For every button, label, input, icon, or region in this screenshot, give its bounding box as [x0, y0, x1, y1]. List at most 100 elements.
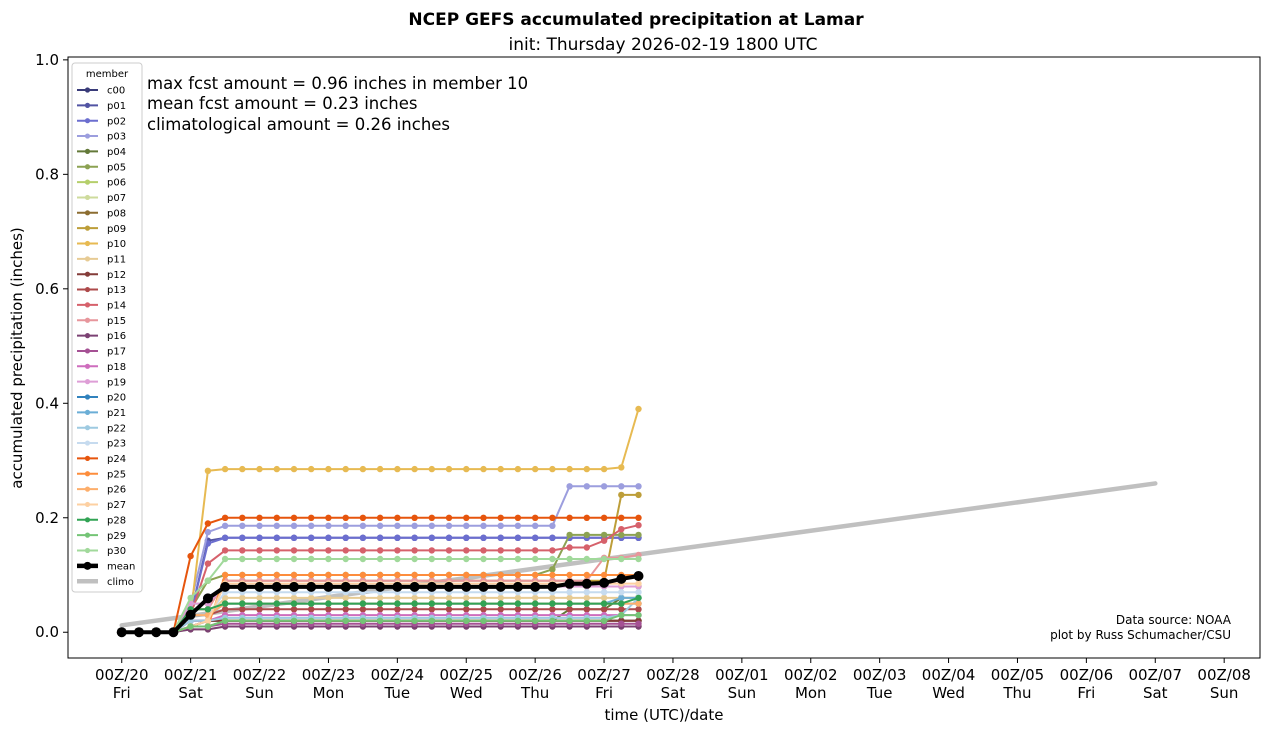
data-point-p25	[273, 571, 280, 579]
data-point-p30	[394, 555, 401, 563]
data-point-mean	[495, 581, 506, 592]
data-point-mean	[512, 581, 523, 592]
data-point-p28	[583, 600, 590, 607]
data-point-p25	[256, 571, 263, 579]
legend-entry-p08: p08	[77, 208, 126, 219]
legend-entry-p22: p22	[77, 423, 126, 434]
data-point-mean	[271, 581, 282, 592]
data-point-p02	[463, 534, 470, 541]
legend-marker	[84, 133, 91, 139]
data-point-p10	[532, 465, 539, 473]
data-point-p02	[411, 534, 418, 541]
data-point-p24	[239, 514, 246, 521]
data-point-p03	[376, 522, 384, 529]
x-tick-day-label: Sun	[1210, 684, 1239, 702]
data-point-p30	[635, 555, 642, 563]
y-tick-label: 0.6	[35, 280, 59, 298]
legend-entry-p01: p01	[77, 101, 126, 112]
data-point-p30	[221, 555, 229, 563]
data-point-p14	[514, 547, 522, 554]
data-point-p14	[308, 547, 315, 554]
data-point-p10	[239, 465, 246, 473]
data-point-p28	[600, 600, 608, 607]
data-point-p14	[325, 547, 332, 554]
legend-entry-p05: p05	[77, 162, 126, 173]
legend-label: p16	[107, 331, 126, 342]
data-point-p28	[308, 600, 315, 607]
data-point-p13	[532, 606, 539, 613]
plot-area	[67, 56, 1261, 659]
data-point-p28	[204, 606, 212, 613]
data-point-p28	[618, 600, 625, 607]
x-axis-label: time (UTC)/date	[605, 706, 724, 724]
y-axis-label: accumulated precipitation (inches)	[8, 227, 26, 489]
data-point-p11	[256, 594, 263, 602]
data-point-p24	[497, 514, 504, 521]
x-tick-label: 00Z/24	[371, 666, 425, 684]
legend-entry-p02: p02	[77, 116, 126, 127]
y-axis: 0.0 0.2 0.4 0.6 0.8 1.0	[35, 51, 68, 641]
data-source-credit: Data source: NOAA	[1116, 613, 1232, 627]
data-point-p24	[566, 514, 573, 521]
legend-entry-p19: p19	[77, 377, 126, 388]
data-point-p17	[618, 620, 625, 627]
data-point-p25	[221, 571, 229, 579]
data-point-p14	[600, 537, 608, 544]
data-point-p02	[549, 534, 556, 541]
legend-label: p22	[107, 423, 126, 434]
data-point-p14	[618, 526, 625, 533]
data-point-p30	[532, 555, 539, 563]
legend-label: p14	[107, 301, 126, 312]
data-point-p25	[308, 571, 315, 579]
x-tick-label: 00Z/25	[439, 666, 493, 684]
data-point-p30	[411, 555, 418, 563]
legend-entry-p20: p20	[77, 393, 126, 404]
data-point-p11	[308, 594, 315, 602]
data-point-p14	[583, 544, 590, 551]
data-point-p27	[204, 617, 212, 624]
data-point-p28	[394, 600, 401, 607]
data-point-p14	[411, 547, 418, 554]
data-point-p02	[480, 534, 487, 541]
data-point-p25	[325, 571, 332, 579]
data-point-p10	[256, 465, 263, 473]
x-tick-day-label: Mon	[795, 684, 827, 702]
x-tick-day-label: Fri	[113, 684, 131, 702]
data-point-p14	[497, 547, 504, 554]
data-point-p11	[514, 594, 522, 602]
data-point-mean	[357, 581, 368, 592]
data-point-p13	[394, 606, 401, 613]
data-point-p11	[463, 594, 470, 602]
data-point-p28	[239, 600, 246, 607]
data-point-mean	[202, 593, 213, 604]
data-point-p24	[635, 514, 642, 521]
data-point-p10	[618, 464, 625, 471]
data-point-mean	[340, 581, 351, 592]
data-point-p24	[187, 552, 194, 560]
data-point-p24	[480, 514, 487, 521]
data-point-mean	[116, 627, 127, 638]
data-point-mean	[616, 573, 627, 584]
legend-entry-p11: p11	[77, 254, 126, 265]
x-tick-label: 00Z/05	[991, 666, 1045, 684]
data-point-p28	[221, 600, 229, 607]
series-p03	[118, 483, 642, 636]
x-tick-day-label: Sun	[728, 684, 757, 702]
data-point-p28	[411, 600, 418, 607]
data-point-p03	[308, 522, 315, 529]
legend-label: p01	[107, 101, 126, 112]
legend-label: p10	[107, 239, 126, 250]
data-point-p02	[445, 534, 453, 541]
data-point-p14	[239, 547, 246, 554]
legend-entry-p07: p07	[77, 193, 126, 204]
legend-entry-p27: p27	[77, 500, 126, 511]
legend-entry-p29: p29	[77, 531, 126, 542]
chart-subtitle: init: Thursday 2026-02-19 1800 UTC	[508, 35, 817, 55]
data-point-mean	[185, 609, 196, 620]
data-point-p28	[566, 600, 573, 607]
data-point-p13	[566, 606, 573, 613]
data-point-p29	[411, 617, 418, 624]
x-tick-label: 00Z/28	[646, 666, 700, 684]
data-point-p03	[445, 522, 453, 529]
data-point-p23	[635, 589, 642, 596]
